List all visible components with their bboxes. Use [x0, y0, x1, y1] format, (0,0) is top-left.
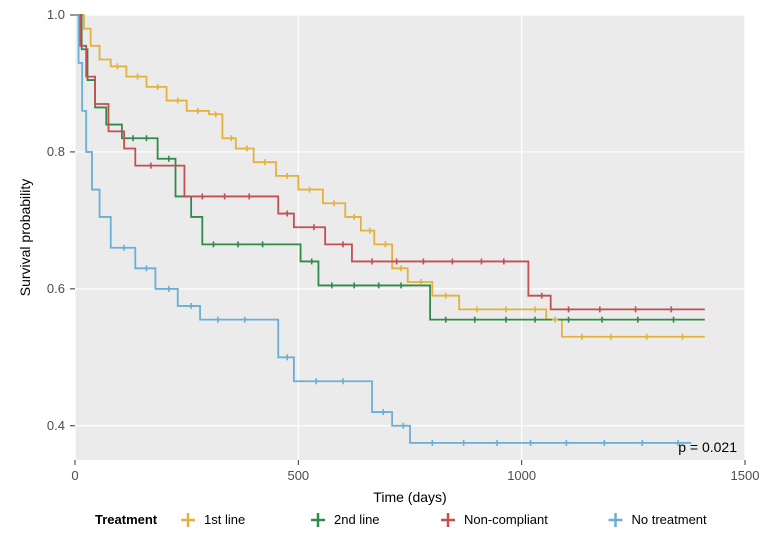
y-tick-label: 1.0: [47, 7, 65, 22]
legend-item: 1st line: [181, 512, 245, 527]
y-tick-label: 0.8: [47, 144, 65, 159]
legend-label: No treatment: [632, 512, 708, 527]
x-axis-label: Time (days): [373, 489, 446, 505]
legend-item: No treatment: [609, 512, 708, 527]
legend-label: Non-compliant: [464, 512, 548, 527]
legend-label: 1st line: [204, 512, 245, 527]
survival-chart: 0 500 1000 1500 0.4 0.6 0.8 1.0 Time (days) Survi…: [0, 0, 770, 533]
p-value-text: p = 0.021: [678, 439, 737, 455]
y-tick-label: 0.6: [47, 281, 65, 296]
legend-item: 2nd line: [311, 512, 380, 527]
plot-panel: [75, 15, 745, 460]
x-tick-label: 1000: [507, 468, 536, 483]
x-tick-label: 0: [71, 468, 78, 483]
legend-item: Non-compliant: [441, 512, 548, 527]
chart-container: 0 500 1000 1500 0.4 0.6 0.8 1.0 Time (days) Survi…: [0, 0, 770, 533]
y-tick-label: 0.4: [47, 418, 65, 433]
x-tick-label: 500: [287, 468, 309, 483]
legend-title: Treatment: [95, 512, 158, 527]
y-axis-label: Survival probability: [17, 179, 33, 297]
x-tick-label: 1500: [731, 468, 760, 483]
legend-label: 2nd line: [334, 512, 380, 527]
